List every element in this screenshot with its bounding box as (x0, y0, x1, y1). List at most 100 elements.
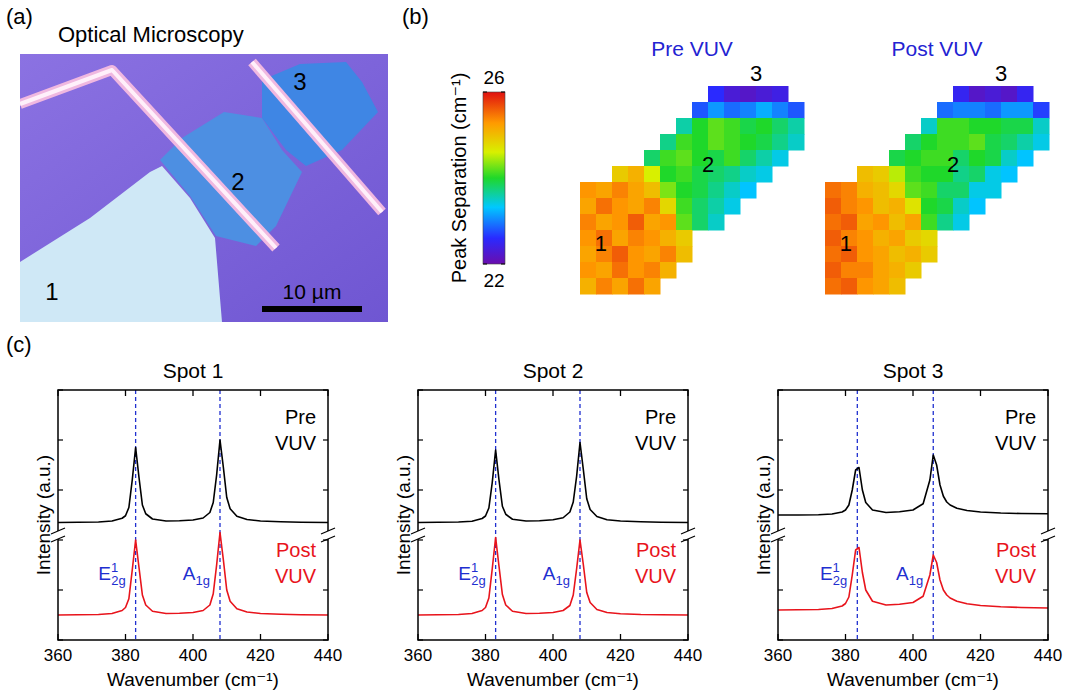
map-cell (1001, 166, 1018, 183)
map-cell (889, 150, 906, 167)
map-cell (985, 182, 1002, 199)
series-label: PostVUV (995, 539, 1037, 587)
x-tick (57, 634, 58, 640)
map-cell (660, 214, 677, 231)
map-cell (724, 134, 741, 151)
y-tick (418, 489, 423, 490)
series-label: PreVUV (275, 406, 317, 454)
x-tick (552, 390, 553, 396)
y-tick (58, 389, 63, 390)
map-cell (772, 118, 789, 135)
map-cell (905, 230, 922, 247)
y-tick (778, 539, 783, 540)
map-title: Post VUV (891, 37, 982, 60)
x-tick-label: 360 (764, 646, 792, 665)
x-axis-title: Wavenumber (cm⁻¹) (467, 669, 639, 690)
series-label: PostVUV (275, 539, 317, 587)
electrode (252, 62, 382, 212)
map-cell (580, 278, 597, 295)
region-label: 2 (947, 152, 959, 177)
map-cell (660, 182, 677, 199)
map-cell (692, 118, 709, 135)
map-cell (788, 102, 805, 119)
peak-label-sub: 1g (909, 573, 923, 588)
figure: (a)Optical Microscopy10 µm123(b)2226Peak… (0, 0, 1089, 696)
x-tick (980, 634, 981, 640)
x-tick-label: 440 (1034, 646, 1062, 665)
region-label: 1 (840, 231, 852, 256)
map-cell (676, 214, 693, 231)
axis-break (321, 536, 335, 542)
x-tick-label: 380 (831, 646, 859, 665)
map-cell (724, 118, 741, 135)
map-cell (889, 278, 906, 295)
region-label: 2 (702, 152, 714, 177)
peak-line (495, 390, 496, 640)
map-cell (873, 182, 890, 199)
map-cell (937, 118, 954, 135)
map-cell (921, 214, 938, 231)
map-cell (921, 150, 938, 167)
peak-label-sub: 2g (471, 573, 485, 588)
spectrum-panel: (c)Spot 1360380400420440PreVUVPostVUVE12… (6, 332, 342, 690)
map-cell (740, 150, 757, 167)
x-tick (1047, 390, 1048, 396)
y-tick (1043, 439, 1048, 440)
colorbar-tick (483, 264, 487, 265)
map-cell (921, 166, 938, 183)
peak-line (219, 390, 220, 640)
x-tick-label: 400 (899, 646, 927, 665)
colorbar (483, 92, 505, 264)
series-label: PreVUV (635, 406, 677, 454)
y-tick (1043, 589, 1048, 590)
map-cell (969, 182, 986, 199)
map-cell (1017, 102, 1034, 119)
map-cell (628, 214, 645, 231)
region-label: 2 (231, 168, 244, 195)
map-cell (740, 102, 757, 119)
axis-break (681, 536, 695, 542)
map-cell (953, 198, 970, 215)
map-cell (644, 150, 661, 167)
map-cell (857, 246, 874, 263)
y-tick (1043, 639, 1048, 640)
map-cell (612, 198, 629, 215)
map-cell (708, 182, 725, 199)
x-axis-title: Wavenumber (cm⁻¹) (107, 669, 279, 690)
y-tick (778, 439, 783, 440)
peak-label-sub: 1g (556, 573, 570, 588)
raman-map: Post VUV123 (825, 37, 1050, 295)
y-axis-title: Intensity (a.u.) (33, 455, 54, 575)
map-cell (676, 198, 693, 215)
x-tick (620, 634, 621, 640)
map-cell (660, 166, 677, 183)
map-cell (921, 246, 938, 263)
peak-label: A1g (183, 563, 210, 588)
map-cell (857, 166, 874, 183)
map-cell (740, 166, 757, 183)
peak-label-sub: 2g (111, 573, 125, 588)
peak-label: A1g (543, 563, 570, 588)
frame (418, 390, 688, 640)
x-tick (552, 634, 553, 640)
map-cell (692, 134, 709, 151)
map-cell (969, 86, 986, 103)
map-cell (841, 182, 858, 199)
map-cell (660, 246, 677, 263)
map-cell (676, 182, 693, 199)
map-cell (953, 134, 970, 151)
series-label-line: Pre (285, 406, 316, 428)
map-cell (692, 102, 709, 119)
map-cell (985, 134, 1002, 151)
map-cell (628, 246, 645, 263)
panel-letter: (a) (6, 4, 33, 29)
y-tick (323, 639, 328, 640)
colorbar-tick (501, 264, 505, 265)
panel-letter: (c) (6, 332, 32, 357)
map-cell (905, 246, 922, 263)
series-label-line: VUV (995, 432, 1037, 454)
map-cell (985, 118, 1002, 135)
panel-title: Spot 2 (523, 359, 584, 382)
map-cell (873, 246, 890, 263)
y-tick (778, 489, 783, 490)
